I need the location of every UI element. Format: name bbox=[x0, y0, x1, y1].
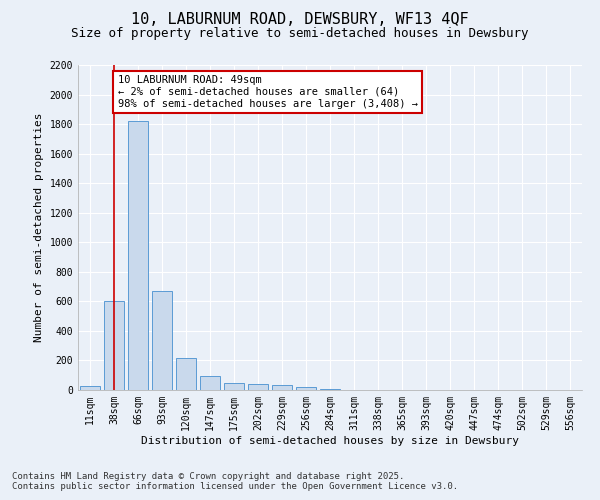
Bar bbox=[248, 384, 268, 390]
Text: Contains public sector information licensed under the Open Government Licence v3: Contains public sector information licen… bbox=[12, 482, 458, 491]
Y-axis label: Number of semi-detached properties: Number of semi-detached properties bbox=[34, 113, 44, 342]
Bar bbox=[200, 376, 220, 390]
Bar bbox=[80, 386, 100, 390]
Bar bbox=[152, 291, 172, 390]
Bar bbox=[128, 121, 148, 390]
Text: 10 LABURNUM ROAD: 49sqm
← 2% of semi-detached houses are smaller (64)
98% of sem: 10 LABURNUM ROAD: 49sqm ← 2% of semi-det… bbox=[118, 76, 418, 108]
Text: Size of property relative to semi-detached houses in Dewsbury: Size of property relative to semi-detach… bbox=[71, 28, 529, 40]
Bar bbox=[176, 358, 196, 390]
Bar bbox=[296, 387, 316, 390]
Bar bbox=[272, 385, 292, 390]
Bar bbox=[104, 302, 124, 390]
X-axis label: Distribution of semi-detached houses by size in Dewsbury: Distribution of semi-detached houses by … bbox=[141, 436, 519, 446]
Text: 10, LABURNUM ROAD, DEWSBURY, WF13 4QF: 10, LABURNUM ROAD, DEWSBURY, WF13 4QF bbox=[131, 12, 469, 28]
Text: Contains HM Land Registry data © Crown copyright and database right 2025.: Contains HM Land Registry data © Crown c… bbox=[12, 472, 404, 481]
Bar bbox=[224, 383, 244, 390]
